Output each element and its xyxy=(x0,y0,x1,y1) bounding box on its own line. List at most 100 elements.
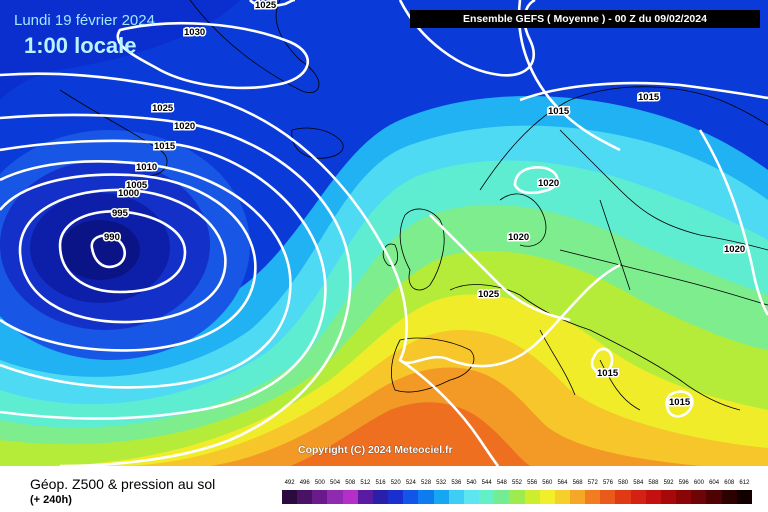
scale-label: 512 xyxy=(360,480,371,486)
isobar-label: 995 xyxy=(112,208,129,219)
z500-low-core-center xyxy=(60,220,140,280)
scale-swatch xyxy=(600,490,616,504)
isobar-1015 xyxy=(0,139,327,420)
scale-swatch xyxy=(448,490,464,504)
scale-label: 604 xyxy=(709,480,720,486)
scale-label: 580 xyxy=(618,480,629,486)
isobar-1010 xyxy=(0,160,292,389)
scale-swatch xyxy=(524,490,540,504)
isobar-label: 1020 xyxy=(174,121,195,132)
isobar-label: 1025 xyxy=(152,103,174,114)
scale-label: 532 xyxy=(436,480,447,486)
isobar-995 xyxy=(58,210,187,294)
scale-label: 572 xyxy=(587,480,598,486)
isobar-label: 1015 xyxy=(638,92,660,103)
isobar-1025-south xyxy=(399,358,500,466)
scale-swatch xyxy=(282,490,298,504)
isobar-label: 1005 xyxy=(126,180,148,191)
isobar-labels: 1025 1030 1025 1020 1015 1010 1005 1000 … xyxy=(103,0,747,410)
forecast-date: Lundi 19 février 2024 xyxy=(14,12,155,29)
scale-label: 588 xyxy=(648,480,659,486)
scale-swatch xyxy=(297,490,313,504)
scale-label: 608 xyxy=(724,480,735,486)
scale-swatch xyxy=(615,490,631,504)
forecast-lead-time: (+ 240h) xyxy=(30,494,72,506)
color-scale-bar xyxy=(282,490,752,504)
scale-swatch xyxy=(706,490,722,504)
map-title: Géop. Z500 & pression au sol xyxy=(30,476,216,492)
scale-swatch xyxy=(494,490,510,504)
scale-label: 560 xyxy=(542,480,553,486)
isobar-1025-north xyxy=(249,0,296,8)
isobar-990 xyxy=(90,234,127,269)
scale-label: 496 xyxy=(299,480,310,486)
isobar-1015-greece xyxy=(590,347,614,375)
scale-label: 564 xyxy=(557,480,568,486)
scale-label: 520 xyxy=(390,480,401,486)
scale-swatch xyxy=(372,490,389,504)
footer: Géop. Z500 & pression au sol (+ 240h) 49… xyxy=(0,466,768,512)
isobar-label: 1015 xyxy=(669,397,691,408)
scale-swatch xyxy=(509,490,525,504)
scale-swatch xyxy=(736,490,752,504)
isobar-label: 1015 xyxy=(154,141,176,152)
scale-swatch xyxy=(660,490,677,504)
isobar-1020-far-east xyxy=(698,129,768,316)
scale-label: 544 xyxy=(481,480,492,486)
scale-swatch xyxy=(327,490,343,504)
scale-label: 528 xyxy=(421,480,432,486)
isobars xyxy=(0,0,768,466)
model-banner: Ensemble GEFS ( Moyenne ) - 00 Z du 09/0… xyxy=(410,10,760,28)
scale-label: 584 xyxy=(633,480,644,486)
isobar-1015-north xyxy=(519,81,768,102)
scale-swatch xyxy=(357,490,373,504)
scale-label: 500 xyxy=(314,480,325,486)
isobar-1015-se xyxy=(665,390,694,418)
scale-label: 536 xyxy=(451,480,462,486)
scale-label: 568 xyxy=(572,480,583,486)
isobar-label: 1020 xyxy=(724,244,745,255)
scale-label: 504 xyxy=(330,480,341,486)
scale-label: 592 xyxy=(663,480,674,486)
forecast-time: 1:00 locale xyxy=(24,33,137,58)
scale-swatch xyxy=(554,490,570,504)
scale-swatch xyxy=(479,490,495,504)
scale-label: 548 xyxy=(496,480,507,486)
scale-swatch xyxy=(433,490,449,504)
scale-label: 540 xyxy=(466,480,477,486)
isobar-1020-east xyxy=(429,214,571,322)
scale-label: 516 xyxy=(375,480,386,486)
isobar-1005 xyxy=(0,173,257,352)
isobar-label: 1030 xyxy=(184,27,205,38)
isobar-1015-arc xyxy=(517,0,621,152)
copyright-notice: Copyright (C) 2024 Meteociel.fr xyxy=(298,444,453,456)
scale-swatch xyxy=(539,490,555,504)
weather-map: 1025 1030 1025 1020 1015 1010 1005 1000 … xyxy=(0,0,768,466)
isobar-1020-scandinavia xyxy=(513,166,559,195)
scale-swatch xyxy=(585,490,601,504)
scale-swatch xyxy=(721,490,737,504)
scale-swatch xyxy=(312,490,328,504)
scale-label: 576 xyxy=(602,480,613,486)
scale-label: 552 xyxy=(511,480,522,486)
isobar-label: 990 xyxy=(104,232,120,243)
scale-swatch xyxy=(645,490,661,504)
color-scale-labels: 492 496 500 504 508 512 516 520 524 528 532 536 540 5… xyxy=(282,480,752,490)
scale-label: 612 xyxy=(739,480,750,486)
scale-label: 492 xyxy=(284,480,295,486)
scale-swatch xyxy=(388,490,404,504)
isobar-1025 xyxy=(0,72,621,368)
scale-swatch xyxy=(630,490,646,504)
isobar-1020 xyxy=(0,113,352,466)
isobar-label: 1015 xyxy=(597,368,619,379)
isobar-label: 1010 xyxy=(136,162,157,173)
scale-swatch xyxy=(342,490,358,504)
scale-swatch xyxy=(403,490,419,504)
scale-swatch xyxy=(691,490,707,504)
isobar-label: 1015 xyxy=(548,106,570,117)
scale-swatch xyxy=(463,490,480,504)
isobar-1030 xyxy=(116,21,310,90)
isobar-1000 xyxy=(18,188,227,324)
scale-swatch xyxy=(418,490,434,504)
isobar-label: 1025 xyxy=(255,0,277,11)
